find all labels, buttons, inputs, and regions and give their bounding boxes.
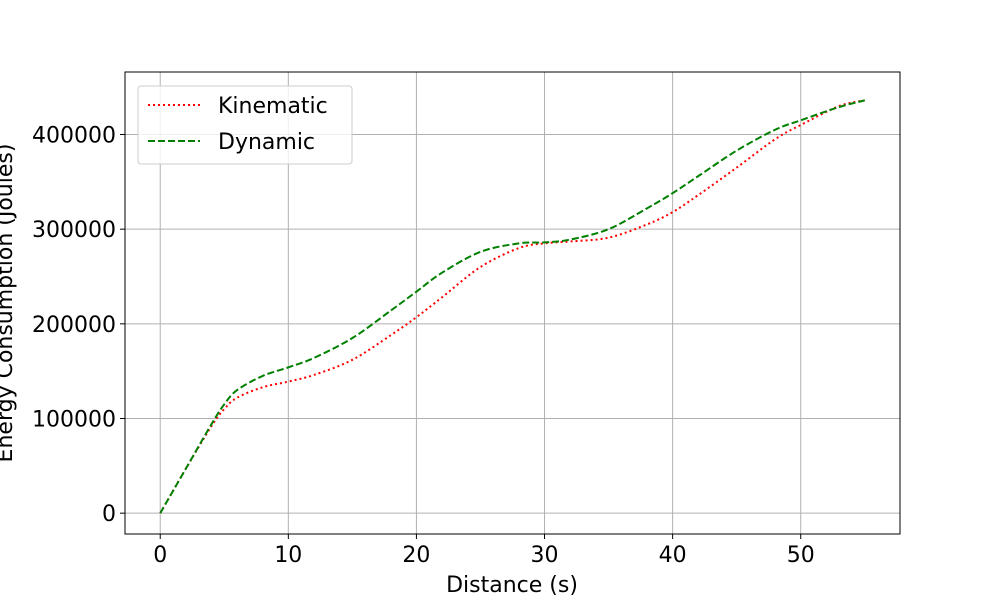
x-tick-label: 10	[274, 543, 302, 568]
legend: Kinematic Dynamic	[137, 85, 353, 165]
y-tick-label: 400000	[32, 123, 116, 148]
legend-label-kinematic: Kinematic	[218, 94, 328, 119]
y-tick-label: 200000	[32, 313, 116, 338]
x-tick-label: 20	[402, 543, 430, 568]
series-line-kinematic	[159, 99, 865, 514]
y-tick-label: 0	[102, 502, 116, 527]
x-tick-label: 30	[531, 543, 559, 568]
x-tick-label: 40	[659, 543, 687, 568]
series-lines	[159, 99, 866, 514]
y-tick-label: 300000	[32, 218, 116, 243]
y-tick-label: 100000	[32, 408, 116, 433]
legend-label-dynamic: Dynamic	[218, 130, 315, 155]
x-axis-label: Distance (s)	[446, 573, 578, 598]
series-line-dynamic	[159, 99, 866, 514]
x-tick-label: 0	[153, 543, 167, 568]
axis-ticks: 0 10 20 30 40 50 0 100000 200000 300000 400000	[32, 123, 815, 568]
x-tick-label: 50	[787, 543, 815, 568]
legend-box	[137, 85, 353, 165]
y-axis-label: Energy Consumption (Joules)	[0, 144, 18, 463]
plot-area-frame	[124, 71, 901, 535]
